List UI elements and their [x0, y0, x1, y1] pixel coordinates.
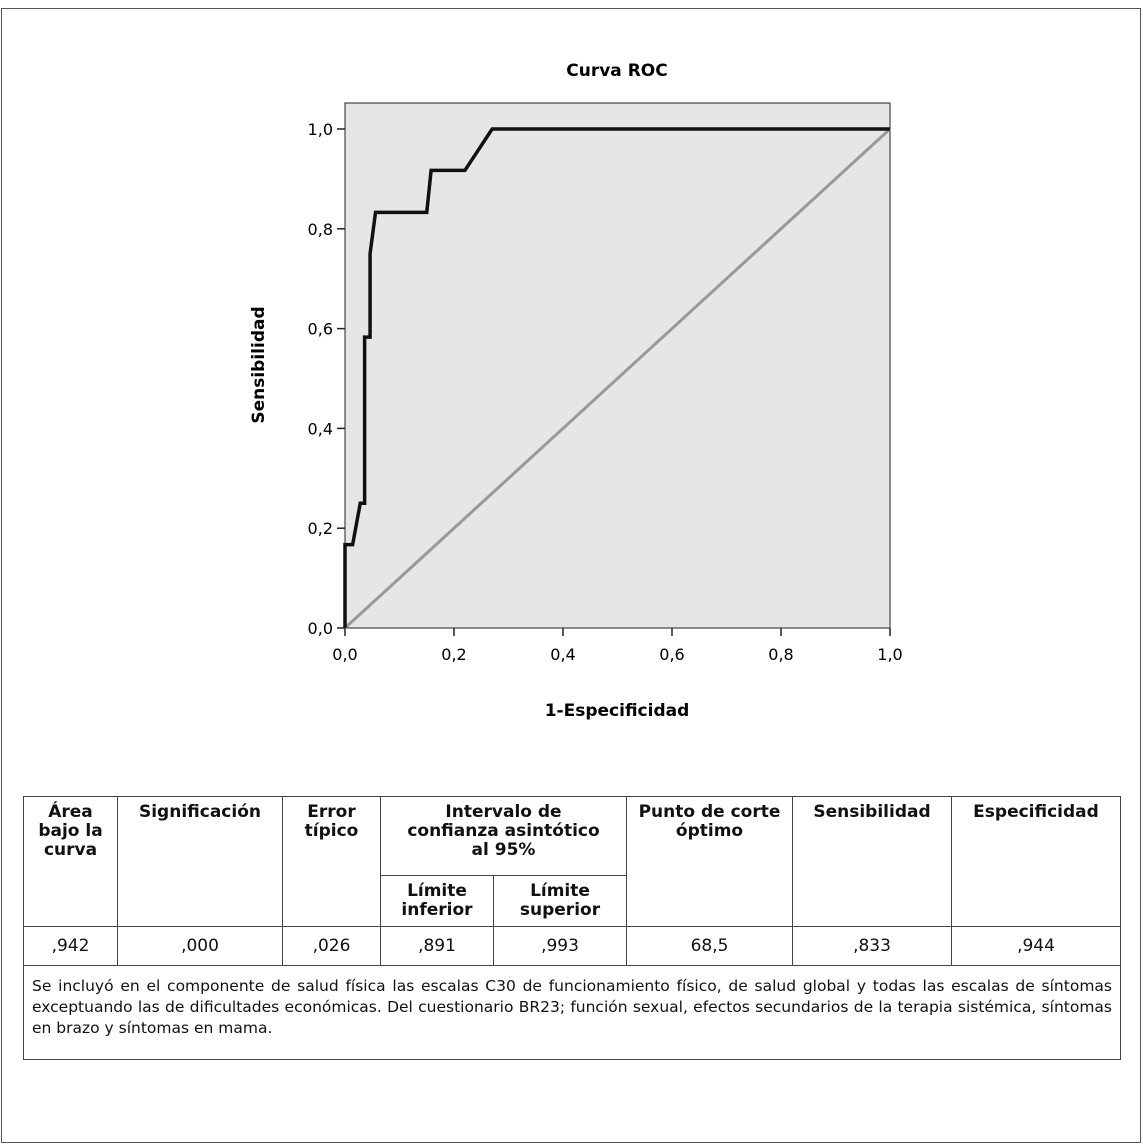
header-ci-upper: Límite superior	[493, 875, 627, 927]
y-tick-label: 0,2	[308, 519, 333, 538]
y-tick-label: 0,6	[308, 320, 333, 339]
y-axis: 0,0 0,2 0,4 0,6 0,8 1,0	[308, 120, 345, 638]
x-tick-label: 1,0	[877, 645, 902, 664]
roc-chart: Curva ROC 0,0 0,2 0,4 0,6 0,8 1,0 0,0 0,2 0,4 0,…	[249, 61, 903, 721]
x-tick-label: 0,0	[332, 645, 357, 664]
roc-curve-line	[343, 127, 890, 628]
header-ci: Intervalo de confianza asintótico al 95%	[380, 796, 627, 876]
header-ci-lower: Límite inferior	[380, 875, 494, 927]
y-axis-label: Sensibilidad	[249, 306, 269, 423]
value-area: ,942	[23, 926, 118, 966]
plot-area	[344, 102, 891, 629]
header-area: Área bajo la curva	[23, 796, 118, 927]
x-axis: 0,0 0,2 0,4 0,6 0,8 1,0	[332, 628, 903, 664]
table-note: Se incluyó en el componente de salud fís…	[23, 965, 1121, 1060]
value-ci-lower: ,891	[380, 926, 494, 966]
x-tick-label: 0,8	[768, 645, 793, 664]
value-significance: ,000	[117, 926, 283, 966]
x-tick-label: 0,4	[550, 645, 575, 664]
y-tick-label: 0,4	[308, 419, 333, 438]
roc-chart-svg: Curva ROC 0,00,20,40,60,81,0 0,0 0,2 0,4 0,…	[249, 61, 903, 721]
series-layer	[343, 127, 892, 630]
y-tick-label: 0,8	[308, 220, 333, 239]
x-tick-label: 0,6	[659, 645, 684, 664]
roc-stats-table: Área bajo la curva Significación Error t…	[23, 796, 1121, 1060]
header-std-error: Error típico	[282, 796, 381, 927]
value-sensitivity: ,833	[792, 926, 952, 966]
value-specificity: ,944	[951, 926, 1121, 966]
reference-diagonal-line	[343, 127, 892, 630]
header-specificity: Especificidad	[951, 796, 1121, 927]
x-tick-label: 0,2	[441, 645, 466, 664]
y-tick-label: 0,0	[308, 619, 333, 638]
x-axis-label: 1-Especificidad	[545, 701, 690, 721]
chart-title: Curva ROC	[566, 61, 667, 81]
y-tick-label: 1,0	[308, 120, 333, 139]
header-sensitivity: Sensibilidad	[792, 796, 952, 927]
header-cutoff: Punto de corte óptimo	[626, 796, 793, 927]
value-cutoff: 68,5	[626, 926, 793, 966]
figure-frame	[1, 8, 1141, 1143]
table-row: ,942 ,000 ,026 ,891 ,993 68,5 ,833 ,944	[23, 926, 1121, 966]
value-ci-upper: ,993	[493, 926, 627, 966]
value-std-error: ,026	[282, 926, 381, 966]
header-significance: Significación	[117, 796, 283, 927]
